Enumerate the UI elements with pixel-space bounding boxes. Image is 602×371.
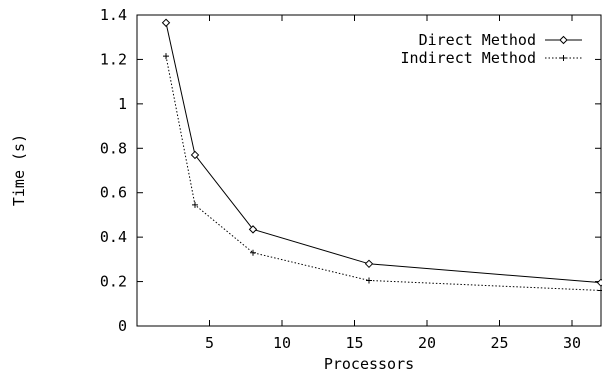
y-tick-label: 0.2 bbox=[100, 273, 127, 291]
y-tick-label: 0 bbox=[118, 317, 127, 335]
x-tick-label: 10 bbox=[273, 334, 291, 352]
legend-marker-indirect bbox=[560, 55, 567, 61]
data-point bbox=[598, 287, 602, 294]
x-axis-label: Processors bbox=[324, 355, 414, 371]
data-point bbox=[364, 259, 374, 269]
series-line bbox=[165, 56, 602, 291]
data-point bbox=[250, 249, 256, 256]
y-tick-label: 1.4 bbox=[100, 6, 127, 24]
x-tick-label: 25 bbox=[490, 334, 508, 352]
legend-label-indirect: Indirect Method bbox=[401, 49, 536, 67]
plot-frame bbox=[136, 14, 602, 327]
y-axis-label: Time (s) bbox=[10, 134, 28, 206]
legend: Direct Method Indirect Method bbox=[401, 31, 582, 67]
x-tick-label: 15 bbox=[345, 334, 363, 352]
y-tick-label: 1.2 bbox=[100, 50, 127, 68]
data-point bbox=[366, 277, 372, 284]
axis-ticks: 0 0.2 0.4 0.6 0.8 1 1.2 1.4 5 10 15 20 25 30 bbox=[100, 6, 601, 352]
series-indirect-method bbox=[163, 53, 602, 294]
data-point bbox=[163, 53, 169, 60]
legend-label-direct: Direct Method bbox=[419, 31, 536, 49]
y-tick-label: 1 bbox=[118, 95, 127, 113]
y-tick-label: 0.6 bbox=[100, 184, 127, 202]
data-point bbox=[161, 18, 171, 27]
x-tick-label: 20 bbox=[418, 334, 436, 352]
legend-marker-direct bbox=[559, 35, 568, 45]
data-point bbox=[190, 150, 200, 160]
data-point bbox=[248, 225, 258, 234]
y-tick-label: 0.4 bbox=[100, 228, 127, 246]
x-tick-label: 5 bbox=[205, 334, 214, 352]
data-point bbox=[192, 201, 198, 208]
series-layer bbox=[161, 18, 602, 294]
data-point bbox=[596, 278, 602, 287]
series-direct-method bbox=[161, 18, 602, 287]
y-tick-label: 0.8 bbox=[100, 139, 127, 157]
x-tick-label: 30 bbox=[563, 334, 581, 352]
